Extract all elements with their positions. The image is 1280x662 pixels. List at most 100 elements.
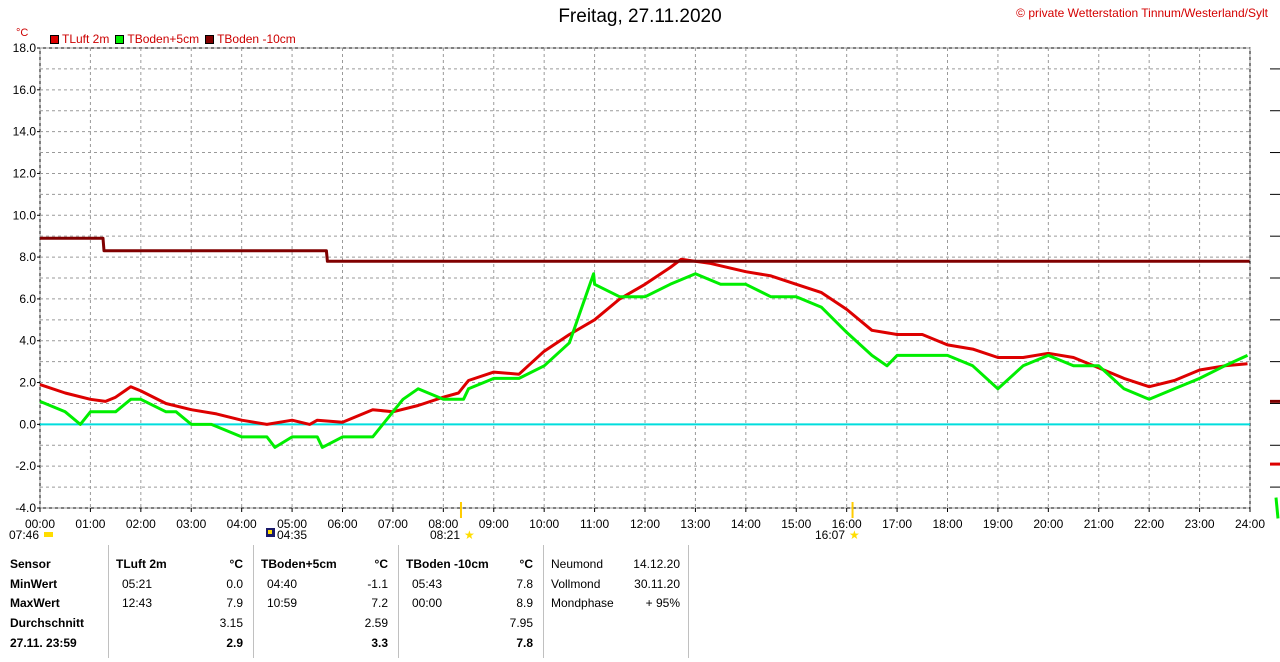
stats-col-tboden5: TBoden+5cm °C 04:40 -1.1 10:59 7.2 2.59 … xyxy=(253,545,399,658)
moonset-label: 04:35 xyxy=(277,528,307,542)
max-time: 00:00 xyxy=(412,596,443,610)
col-unit: °C xyxy=(374,557,388,571)
x-tick-label: 04:00 xyxy=(227,517,257,531)
sensor-header: Sensor xyxy=(10,557,51,571)
x-tick-label: 22:00 xyxy=(1134,517,1164,531)
moon-icon xyxy=(268,530,272,534)
max-time: 12:43 xyxy=(122,596,153,610)
sun-icon: ★ xyxy=(849,528,860,542)
x-tick-label: 06:00 xyxy=(327,517,357,531)
series-line xyxy=(40,236,1250,263)
moon-label: Vollmond xyxy=(551,577,601,591)
legend-swatch xyxy=(205,34,215,44)
x-tick-label: 24:00 xyxy=(1235,517,1265,531)
moon-label: Neumond xyxy=(551,557,604,571)
x-tick-label: 01:00 xyxy=(75,517,105,531)
sensor-now-label: 27.11. 23:59 xyxy=(10,636,77,650)
avg-value: 7.95 xyxy=(509,616,533,630)
overflow-stub xyxy=(1274,497,1280,519)
sun-icon: ★ xyxy=(464,528,475,542)
x-tick-label: 18:00 xyxy=(932,517,962,531)
y-tick-label: 8.0 xyxy=(19,250,36,264)
legend-item: TBoden -10cm xyxy=(205,32,296,46)
col-unit: °C xyxy=(229,557,243,571)
legend-swatch xyxy=(50,34,59,44)
y-tick-label: 4.0 xyxy=(19,334,36,348)
x-tick-label: 07:00 xyxy=(378,517,408,531)
sensor-max-label: MaxWert xyxy=(10,596,60,610)
max-value: 7.2 xyxy=(371,596,388,610)
chart-svg: 18.0 16.0 14.0 12.0 10.0 8.0 6.0 4.0 2.0 0.0 -2.0 -… xyxy=(9,41,1280,542)
col-name: TBoden+5cm xyxy=(261,557,337,571)
x-tick-label: 09:00 xyxy=(479,517,509,531)
moon-value: + 95% xyxy=(645,596,680,610)
sensor-min-label: MinWert xyxy=(10,577,58,591)
chart-title: Freitag, 27.11.2020 xyxy=(558,6,722,27)
legend-item: TLuft 2m xyxy=(50,32,109,46)
x-tick-label: 20:00 xyxy=(1033,517,1063,531)
credit-text: © private Wetterstation Tinnum/Westerlan… xyxy=(1016,6,1268,20)
x-tick-label: 16:00 xyxy=(832,517,862,531)
x-tick-label: 17:00 xyxy=(882,517,912,531)
y-tick-label: 16.0 xyxy=(13,83,37,97)
x-tick-label: 05:00 xyxy=(277,517,307,531)
stats-col-tboden10: TBoden -10cm °C 05:43 7.8 00:00 8.9 7.95… xyxy=(398,545,544,658)
y-tick-label: 2.0 xyxy=(19,376,36,390)
sunrise-label: 08:21 xyxy=(430,528,460,542)
moon-value: 30.11.20 xyxy=(634,577,680,591)
moon-label: Mondphase xyxy=(551,596,614,610)
avg-value: 2.59 xyxy=(364,616,388,630)
x-tick-label: 11:00 xyxy=(580,517,609,531)
legend-item: TBoden+5cm xyxy=(115,32,199,46)
stats-col-sensor: Sensor MinWert MaxWert Durchschnitt 27.1… xyxy=(0,545,109,658)
moon-value: 14.12.20 xyxy=(633,557,680,571)
y-tick-label: 18.0 xyxy=(13,41,37,55)
avg-value: 3.15 xyxy=(219,616,243,630)
legend-label: TBoden -10cm xyxy=(217,32,296,46)
legend: TLuft 2m TBoden+5cm TBoden -10cm xyxy=(50,32,296,46)
y-tick-label: 6.0 xyxy=(19,292,36,306)
sunset-label: 16:07 xyxy=(815,528,845,542)
sensor-avg-label: Durchschnitt xyxy=(10,616,85,630)
col-name: TBoden -10cm xyxy=(406,557,489,571)
series-line xyxy=(39,257,1248,426)
min-value: -1.1 xyxy=(367,577,388,591)
stats-col-moon: Neumond 14.12.20 Vollmond 30.11.20 Mondp… xyxy=(543,545,689,658)
x-tick-label: 03:00 xyxy=(176,517,206,531)
x-tick-label: 23:00 xyxy=(1185,517,1215,531)
x-tick-label: 12:00 xyxy=(630,517,660,531)
x-tick-label: 21:00 xyxy=(1084,517,1114,531)
x-tick-label: 02:00 xyxy=(126,517,156,531)
min-time: 05:21 xyxy=(122,577,153,591)
y-tick-label: 12.0 xyxy=(13,166,37,180)
stats-col-tluft: TLuft 2m °C 05:21 0.0 12:43 7.9 3.15 2.9 xyxy=(108,545,254,658)
y-tick-label: -4.0 xyxy=(15,501,36,515)
x-tick-label: 19:00 xyxy=(983,517,1013,531)
moon-icon xyxy=(44,532,53,537)
x-tick-label: 15:00 xyxy=(781,517,811,531)
col-unit: °C xyxy=(519,557,533,571)
y-tick-label: 10.0 xyxy=(13,208,37,222)
min-time: 05:43 xyxy=(412,577,443,591)
col-name: TLuft 2m xyxy=(116,557,167,571)
min-time: 04:40 xyxy=(267,577,298,591)
x-tick-label: 10:00 xyxy=(529,517,559,531)
x-tick-label: 13:00 xyxy=(680,517,710,531)
now-value: 3.3 xyxy=(371,636,388,650)
now-value: 2.9 xyxy=(226,636,243,650)
y-tick-label: -2.0 xyxy=(15,459,36,473)
legend-swatch xyxy=(115,34,125,44)
max-value: 8.9 xyxy=(516,596,533,610)
series-line xyxy=(39,272,1249,449)
now-value: 7.8 xyxy=(516,636,533,650)
max-time: 10:59 xyxy=(267,596,298,610)
min-value: 0.0 xyxy=(226,577,243,591)
min-value: 7.8 xyxy=(516,577,533,591)
moonrise-label: 07:46 xyxy=(9,528,39,542)
legend-label: TLuft 2m xyxy=(62,32,110,46)
x-tick-label: 00:00 xyxy=(25,517,55,531)
x-tick-label: 14:00 xyxy=(731,517,761,531)
y-unit-label: °C xyxy=(16,27,29,39)
max-value: 7.9 xyxy=(226,596,243,610)
x-tick-label: 08:00 xyxy=(428,517,458,531)
